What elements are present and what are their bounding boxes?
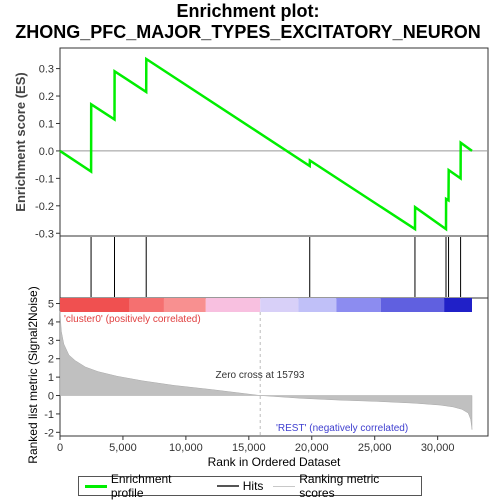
es-profile-group	[59, 56, 473, 232]
legend-item-scores: Ranking metric scores	[273, 472, 417, 500]
zero-cross-label: Zero cross at 15793	[216, 370, 305, 381]
es-y-tick-label: 0.0	[39, 146, 54, 158]
metric-y-tick-label: -2	[44, 427, 54, 439]
es-y-tick-label: 0.1	[39, 118, 54, 130]
metric-y-tick-label: 2	[48, 354, 54, 366]
positive-label: 'cluster0' (positively correlated)	[64, 314, 201, 325]
colorbar-segment	[60, 298, 130, 312]
x-axis-label: Rank in Ordered Dataset	[208, 455, 341, 469]
es-y-ticks: -0.3 -0.2 -0.1 0.0 0.1 0.2 0.3	[35, 64, 60, 240]
colorbar-segment	[380, 298, 445, 312]
colorbar-segment	[444, 298, 472, 312]
legend-scores-label: Ranking metric scores	[299, 472, 380, 500]
rank-colorbar	[60, 298, 472, 312]
legend-item-hits: Hits	[216, 479, 264, 493]
colorbar-segment	[205, 298, 261, 312]
legend: Enrichment profile Hits Ranking metric s…	[78, 472, 422, 500]
metric-y-tick-label: 5	[48, 299, 54, 311]
x-ticks: 0 5,000 10,000 15,000 20,000 25,000 30,000	[57, 436, 455, 454]
x-tick-label: 0	[57, 442, 63, 454]
legend-hits-label: Hits	[242, 479, 264, 493]
x-tick-label: 25,000	[358, 442, 392, 454]
title-line-2: ZHONG_PFC_MAJOR_TYPES_EXCITATORY_NEURON	[15, 22, 480, 42]
es-y-tick-label: -0.1	[35, 173, 54, 185]
title-line-1: Enrichment plot:	[177, 1, 320, 21]
metric-y-tick-label: 0	[48, 391, 54, 403]
ranked-metric-area	[59, 310, 473, 430]
colorbar-segment	[129, 298, 164, 312]
enrichment-profile-line	[59, 56, 473, 232]
legend-profile-label: Enrichment profile	[110, 472, 172, 500]
colorbar-segment	[163, 298, 206, 312]
colorbar-segment	[298, 298, 337, 312]
es-y-tick-label: 0.2	[39, 91, 54, 103]
x-tick-label: 5,000	[109, 442, 137, 454]
colorbar-segment	[336, 298, 381, 312]
es-y-tick-label: 0.3	[39, 64, 54, 76]
hits-group	[90, 237, 462, 297]
x-tick-label: 30,000	[421, 442, 455, 454]
metric-y-tick-label: 1	[48, 372, 54, 384]
hits-swatch	[216, 485, 239, 487]
negative-label: 'REST' (negatively correlated)	[276, 423, 408, 434]
legend-item-profile: Enrichment profile	[85, 472, 207, 500]
metric-y-axis-label: Ranked list metric (Signal2Noise)	[26, 286, 40, 463]
x-tick-label: 15,000	[232, 442, 266, 454]
es-y-axis-label: Enrichment score (ES)	[13, 72, 28, 211]
colorbar-segment	[260, 298, 299, 312]
x-tick-label: 10,000	[169, 442, 203, 454]
metric-y-tick-label: 3	[48, 335, 54, 347]
metric-area-group	[59, 310, 473, 436]
hits-panel-frame	[59, 235, 489, 299]
x-tick-label: 20,000	[295, 442, 329, 454]
metric-y-ticks: -2 -1 0 1 2 3 4 5	[44, 299, 60, 439]
es-y-tick-label: -0.2	[35, 201, 54, 213]
profile-swatch	[85, 484, 107, 488]
metric-y-tick-label: 4	[48, 317, 54, 329]
scores-swatch	[273, 485, 296, 487]
es-y-tick-label: -0.3	[35, 228, 54, 240]
metric-y-tick-label: -1	[44, 409, 54, 421]
